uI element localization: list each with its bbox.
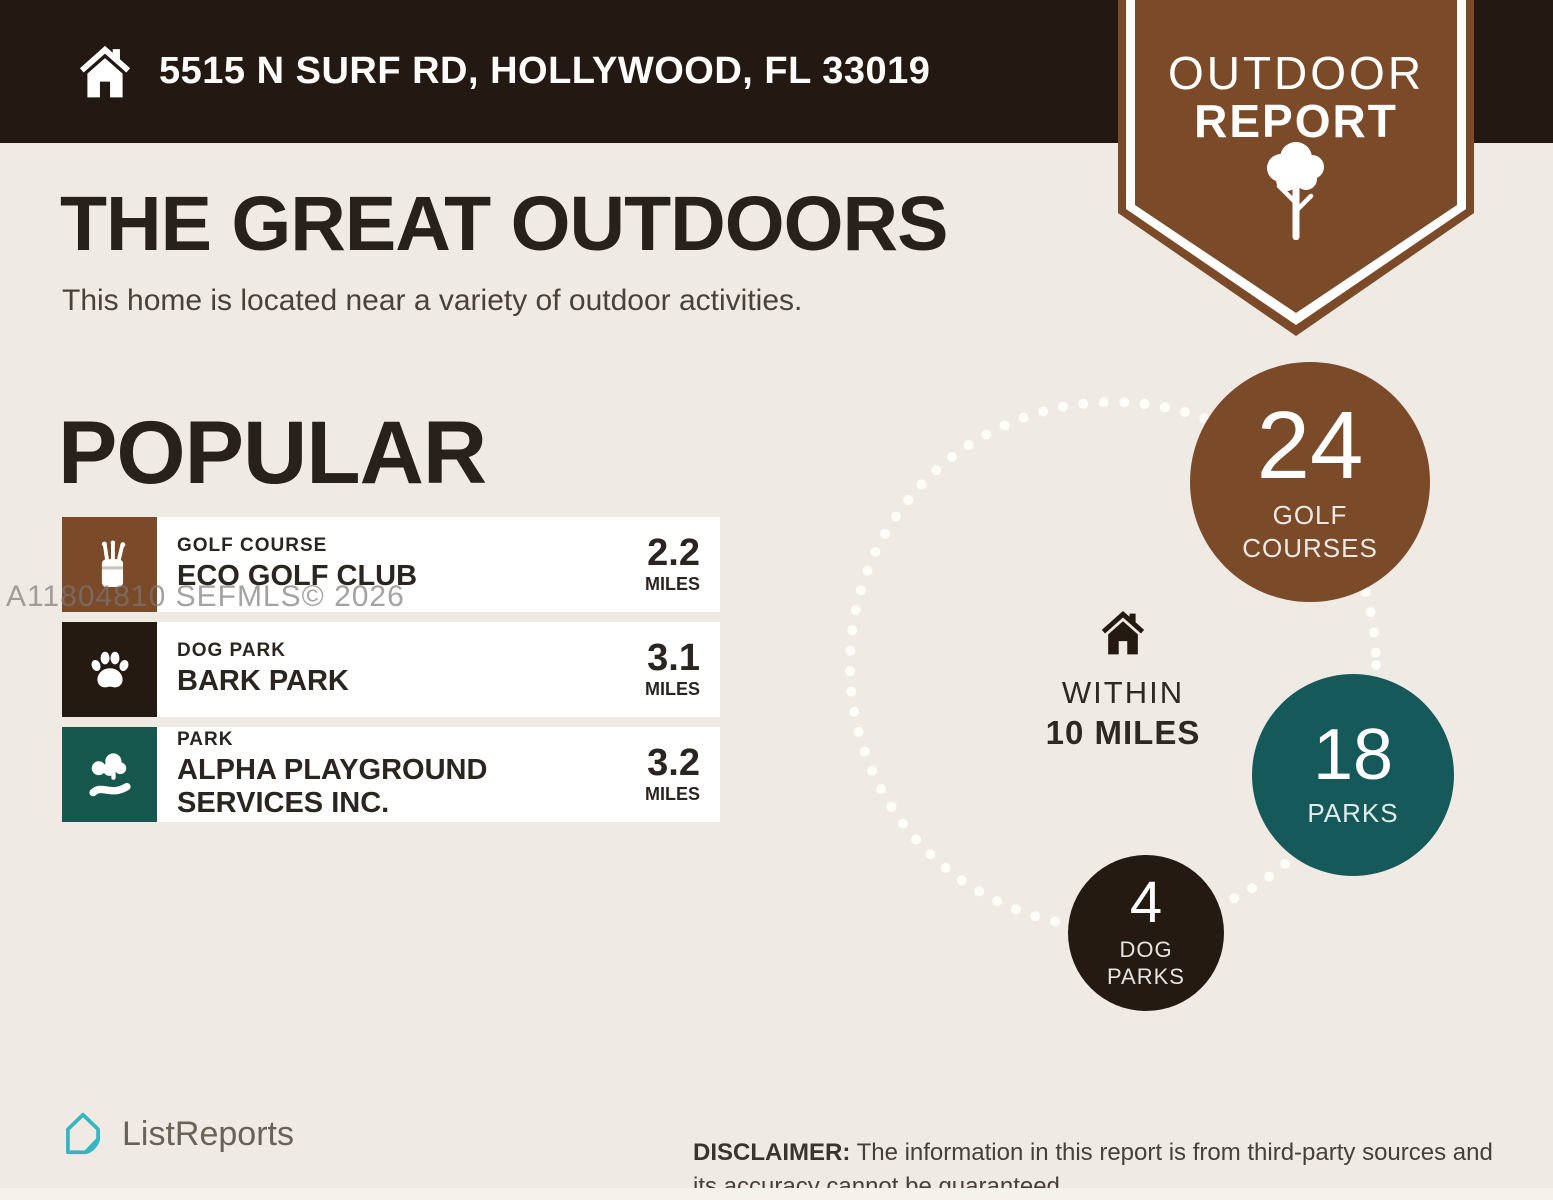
item-name: ALPHA PLAYGROUND SERVICES INC. — [177, 753, 488, 819]
paw-icon — [62, 622, 157, 717]
item-distance: 3.2 — [647, 742, 700, 784]
badge-line2: REPORT — [1194, 95, 1398, 147]
outdoor-report-badge: OUTDOOR REPORT — [1118, 0, 1474, 336]
stat-label: DOG PARKS — [1107, 936, 1185, 990]
listreports-logo[interactable]: ListReports — [58, 1108, 294, 1160]
disclaimer: DISCLAIMER: The information in this repo… — [693, 1136, 1523, 1200]
listreports-house-icon — [66, 1112, 100, 1155]
item-category: GOLF COURSE — [177, 535, 328, 557]
list-item-park: PARK ALPHA PLAYGROUND SERVICES INC. 3.2 … — [62, 727, 720, 822]
disclaimer-label: DISCLAIMER: — [693, 1139, 851, 1166]
popular-list: GOLF COURSE ECO GOLF CLUB 2.2 MILES DOG … — [62, 517, 720, 832]
stat-value: 24 — [1256, 391, 1364, 499]
property-address: 5515 N SURF RD, HOLLYWOOD, FL 33019 — [159, 50, 931, 92]
list-item-golf-course: GOLF COURSE ECO GOLF CLUB 2.2 MILES — [62, 517, 720, 612]
page-title: THE GREAT OUTDOORS — [60, 181, 948, 267]
bottom-strip — [0, 1188, 1553, 1200]
page-subtitle: This home is located near a variety of o… — [62, 284, 803, 317]
item-distance: 3.1 — [647, 637, 700, 679]
stat-bubble-dog-parks: 4 DOG PARKS — [1068, 855, 1224, 1011]
stat-label: GOLF COURSES — [1242, 500, 1378, 563]
list-item-dog-park: DOG PARK BARK PARK 3.1 MILES — [62, 622, 720, 717]
item-name: ECO GOLF CLUB — [177, 560, 418, 593]
radius-text: 10 MILES — [1045, 714, 1201, 751]
within-text: WITHIN — [1061, 675, 1185, 710]
popular-heading: POPULAR — [58, 402, 487, 502]
stat-bubble-parks: 18 PARKS — [1252, 674, 1454, 876]
golf-bag-icon — [62, 517, 157, 612]
item-distance-unit: MILES — [644, 784, 700, 804]
tree-icon — [1267, 142, 1324, 240]
item-distance: 2.2 — [647, 532, 700, 574]
stat-value: 18 — [1312, 714, 1394, 795]
disclaimer-text: The information in this report is from t… — [693, 1139, 1493, 1200]
brand-name: ListReports — [122, 1114, 294, 1153]
home-icon — [79, 45, 131, 97]
stat-label: PARKS — [1307, 797, 1399, 828]
park-icon — [62, 727, 157, 822]
item-name: BARK PARK — [177, 665, 349, 698]
item-category: PARK — [177, 728, 234, 750]
badge-line1: OUTDOOR — [1168, 47, 1424, 99]
home-icon — [1101, 610, 1145, 655]
item-category: DOG PARK — [177, 640, 286, 662]
stat-bubble-golf-courses: 24 GOLF COURSES — [1190, 362, 1430, 602]
item-distance-unit: MILES — [644, 574, 700, 594]
item-distance-unit: MILES — [644, 679, 700, 699]
within-radius-label: WITHIN 10 MILES — [1032, 606, 1214, 752]
stat-value: 4 — [1129, 870, 1163, 936]
